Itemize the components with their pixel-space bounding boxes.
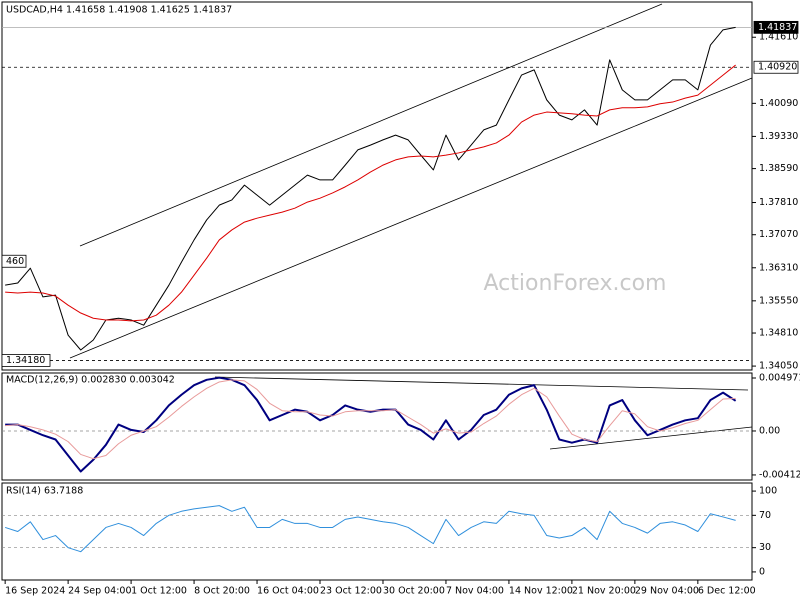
x-tick-label: 7 Nov 04:00 [446, 586, 504, 597]
x-tick-label: 29 Nov 04:00 [635, 586, 699, 597]
level-box [1, 254, 27, 268]
series-line [5, 379, 736, 460]
x-tick-label: 16 Sep 2024 [5, 586, 65, 597]
level-label: 1.41837 [758, 22, 797, 33]
rsi-title: RSI(14) 63.7188 [6, 486, 83, 497]
level-label: 1.40920 [758, 62, 797, 73]
y-tick-label: 70 [759, 510, 771, 521]
level-label: 460 [6, 256, 24, 267]
y-tick-label: 0 [759, 566, 765, 577]
y-tick-label: 1.40090 [759, 98, 798, 109]
y-tick-label: 1.37810 [759, 197, 798, 208]
x-tick-label: 23 Oct 12:00 [320, 586, 382, 597]
macd-panel [1, 372, 753, 481]
channel-lower [69, 77, 753, 359]
x-tick-label: 21 Nov 20:00 [572, 586, 636, 597]
chart-title: USDCAD,H4 1.41658 1.41908 1.41625 1.4183… [6, 5, 232, 16]
macd-trend-upper [214, 376, 749, 391]
level-box [753, 60, 799, 74]
x-tick-label: 14 Nov 12:00 [509, 586, 573, 597]
series-line [5, 26, 736, 351]
y-tick-label: 100 [759, 486, 777, 497]
y-tick-label: 30 [759, 542, 771, 553]
rsi-panel [1, 482, 753, 581]
watermark: ActionForex.com [484, 271, 667, 296]
channel-upper [79, 3, 663, 247]
y-tick-label: 1.38590 [759, 163, 798, 174]
series-line [5, 64, 736, 322]
x-tick-label: 30 Oct 20:00 [383, 586, 445, 597]
y-tick-label: 1.37070 [759, 229, 798, 240]
y-tick-label: 0.00 [759, 425, 780, 436]
y-tick-label: 1.41610 [759, 32, 798, 43]
macd-title: MACD(12,26,9) 0.002830 0.003042 [6, 375, 175, 386]
level-box [1, 354, 51, 367]
y-tick-label: 1.39330 [759, 131, 798, 142]
x-tick-label: 24 Sep 04:00 [68, 586, 131, 597]
level-box [753, 20, 799, 34]
y-tick-label: 1.35550 [759, 295, 798, 306]
y-tick-label: 0.004971 [759, 372, 800, 383]
x-tick-label: 1 Oct 12:00 [131, 586, 187, 597]
x-tick-label: 8 Oct 20:00 [194, 586, 250, 597]
x-tick-label: 16 Oct 04:00 [257, 586, 319, 597]
price-panel [1, 1, 753, 371]
y-tick-label: -0.004126 [759, 469, 800, 480]
x-tick-label: 6 Dec 12:00 [698, 586, 756, 597]
series-line [4, 505, 736, 553]
y-tick-label: 1.34810 [759, 328, 798, 339]
y-tick-label: 1.34050 [759, 361, 798, 372]
level-label: 1.34180 [6, 355, 45, 366]
y-tick-label: 1.36310 [759, 262, 798, 273]
series-line [5, 376, 737, 473]
